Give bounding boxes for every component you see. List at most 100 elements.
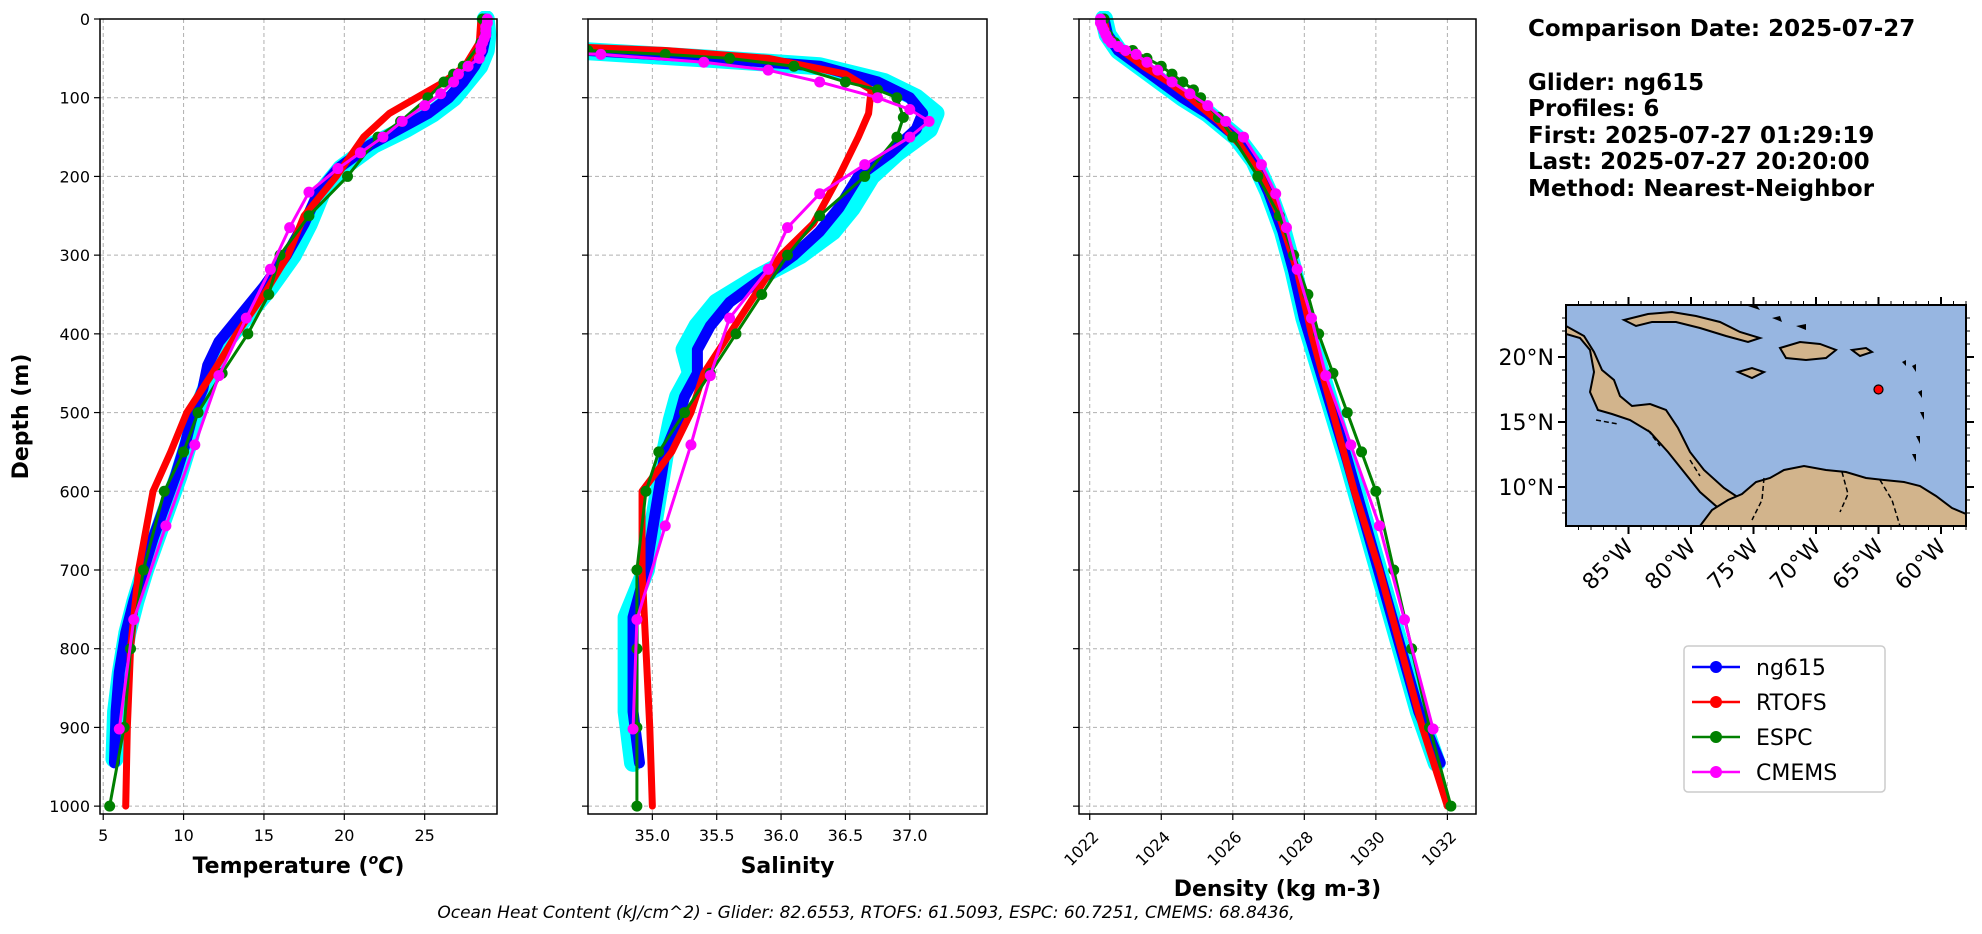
x-tick-label: 36.0 <box>763 826 799 845</box>
series-line-CMEMS <box>1098 17 1435 731</box>
series-spread-ng615 <box>105 11 497 768</box>
y-tick-label: 400 <box>59 325 90 344</box>
data-point-CMEMS <box>1255 159 1267 171</box>
axes-frame <box>587 18 988 815</box>
data-point-CMEMS <box>595 48 607 60</box>
data-point-CMEMS <box>1345 439 1357 451</box>
glider-location-marker <box>1873 384 1884 395</box>
data-point-CMEMS <box>762 64 774 76</box>
data-point-CMEMS <box>814 188 826 200</box>
x-axis-label: Temperature (oC) <box>193 852 405 879</box>
data-point-ESPC <box>1370 485 1382 497</box>
x-tick-label: 35.5 <box>699 826 735 845</box>
data-point-ESPC <box>872 84 884 96</box>
data-point-ESPC <box>724 52 736 64</box>
data-point-ESPC <box>242 328 254 340</box>
series-group <box>104 11 497 812</box>
info-block: Comparison Date: 2025-07-27 Glider: ng61… <box>1528 16 1915 202</box>
data-point-CMEMS <box>685 439 697 451</box>
x-tick-label: 1022 <box>1060 827 1102 869</box>
data-point-CMEMS <box>448 76 460 88</box>
series-line-ng615 <box>108 13 492 769</box>
x-tick-label: 10 <box>173 826 193 845</box>
data-point-ESPC <box>441 29 452 40</box>
ohc-footer: Ocean Heat Content (kJ/cm^2) - Glider: 8… <box>437 903 1294 923</box>
data-point-CMEMS <box>923 115 935 127</box>
panel-3: 1022 1024 1026 1028 1030 1032 Density (kg m-3) <box>1060 11 1477 902</box>
series-line-ng615 <box>1098 13 1446 769</box>
first-time: First: 2025-07-27 01:29:19 <box>1528 123 1874 149</box>
data-point-CMEMS <box>160 520 172 532</box>
data-point-CMEMS <box>428 21 439 32</box>
data-point-ESPC <box>192 407 204 419</box>
y-tick-label: 800 <box>59 640 90 659</box>
map-lon-label: 60°W <box>1891 534 1952 595</box>
data-point-CMEMS <box>631 614 643 626</box>
data-point-CMEMS <box>814 76 826 88</box>
data-point-ESPC <box>859 170 871 182</box>
data-point-CMEMS <box>698 56 710 68</box>
y-tick-label: 300 <box>59 246 90 265</box>
x-axis-label: Density (kg m-3) <box>1174 877 1382 902</box>
data-point-ESPC <box>756 288 768 300</box>
data-point-CMEMS <box>452 68 464 80</box>
data-point-ESPC <box>659 48 671 60</box>
data-point-CMEMS <box>354 147 366 159</box>
axes-frame <box>99 18 498 815</box>
data-point-CMEMS <box>1398 614 1410 626</box>
data-point-CMEMS <box>303 186 315 198</box>
glider-name: Glider: ng615 <box>1528 70 1704 96</box>
panel-2: 35.0 35.5 36.0 36.5 37.0 Salinity <box>428 18 988 879</box>
series-group <box>1094 11 1457 812</box>
data-point-CMEMS <box>462 60 474 72</box>
x-tick-label: 1024 <box>1132 827 1174 869</box>
data-point-ESPC <box>814 210 826 222</box>
data-point-ESPC <box>897 111 909 123</box>
data-point-ESPC <box>782 249 793 261</box>
data-point-ESPC <box>518 41 529 52</box>
data-point-ESPC <box>1445 800 1457 812</box>
map-lat-label: 10°N <box>1499 476 1554 501</box>
x-tick-label: 5 <box>98 826 108 845</box>
data-point-ESPC <box>178 446 190 458</box>
data-point-CMEMS <box>659 520 671 532</box>
data-point-CMEMS <box>1130 48 1142 60</box>
map-lon-label: 85°W <box>1578 534 1639 595</box>
map-lat-label: 15°N <box>1499 411 1554 436</box>
y-axis-label: Depth (m) <box>9 354 34 480</box>
data-point-CMEMS <box>1280 222 1292 234</box>
data-point-ESPC <box>891 92 903 104</box>
data-point-CMEMS <box>782 222 793 234</box>
legend-marker-ESPC <box>1710 731 1722 743</box>
data-point-CMEMS <box>1119 44 1131 56</box>
legend-frame <box>1683 645 1886 793</box>
x-tick-label: 20 <box>334 826 354 845</box>
last-time: Last: 2025-07-27 20:20:00 <box>1528 149 1870 175</box>
series-line-CMEMS <box>117 17 489 731</box>
data-point-CMEMS <box>264 263 276 275</box>
map-lon-label: 75°W <box>1703 534 1764 595</box>
map-lon-label: 65°W <box>1828 534 1889 595</box>
x-axis-label: Salinity <box>741 854 835 879</box>
series-group <box>428 21 945 812</box>
y-tick-label: 700 <box>59 561 90 580</box>
y-tick-label: 200 <box>59 167 90 186</box>
data-point-CMEMS <box>332 163 344 175</box>
y-tick-label: 900 <box>59 718 90 737</box>
data-point-CMEMS <box>431 25 442 36</box>
x-tick-label: 1028 <box>1275 827 1317 869</box>
data-point-ESPC <box>631 800 643 812</box>
y-tick-label: 500 <box>59 404 90 423</box>
data-point-CMEMS <box>1291 263 1303 275</box>
data-point-CMEMS <box>1220 115 1232 127</box>
data-point-CMEMS <box>1305 312 1317 324</box>
y-tick-label: 0 <box>80 10 90 29</box>
data-point-CMEMS <box>441 37 452 48</box>
profile-panels: 5 10 15 20 25 0 100 200 300 400 500 600 700 800 900 100… <box>9 10 1477 902</box>
data-point-CMEMS <box>904 131 916 143</box>
data-point-CMEMS <box>1373 520 1385 532</box>
map-lon-label: 70°W <box>1766 534 1827 595</box>
data-point-CMEMS <box>113 723 125 735</box>
data-point-ESPC <box>158 485 170 497</box>
data-point-ESPC <box>891 131 903 143</box>
